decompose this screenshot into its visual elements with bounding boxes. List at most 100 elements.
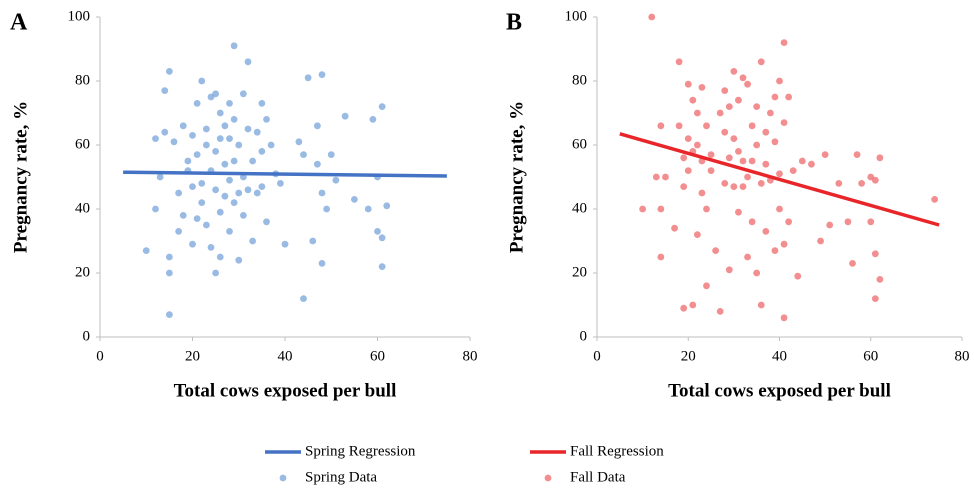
data-point [876, 276, 884, 283]
data-point [184, 157, 192, 165]
x-axis-title: Total cows exposed per bull [668, 380, 891, 401]
data-point [258, 100, 266, 107]
data-point [762, 128, 770, 136]
data-point [198, 77, 206, 85]
data-point [808, 160, 815, 168]
data-point [165, 311, 173, 318]
data-point [244, 186, 252, 194]
data-point [725, 154, 733, 162]
data-point [675, 122, 683, 130]
x-tick-label: 60 [863, 348, 878, 364]
data-point [730, 135, 738, 143]
data-point [230, 199, 238, 207]
regression-line [619, 132, 940, 227]
data-point [798, 157, 806, 165]
data-point [716, 308, 724, 315]
data-point [212, 148, 220, 155]
y-tick-label: 0 [83, 328, 91, 344]
data-point [853, 151, 861, 159]
data-point [744, 80, 751, 88]
panel-label: B [506, 10, 522, 36]
data-point [152, 205, 159, 213]
data-point [703, 205, 710, 213]
data-point [757, 180, 765, 187]
data-point [707, 151, 715, 159]
data-point [235, 256, 243, 264]
data-point [657, 122, 665, 130]
data-point [703, 122, 710, 130]
data-point [739, 157, 747, 165]
data-point [258, 183, 266, 191]
data-point [785, 93, 793, 101]
data-point [762, 228, 770, 235]
data-point [304, 74, 312, 82]
data-point [739, 74, 747, 82]
data-point [281, 240, 289, 248]
data-point [327, 151, 335, 159]
data-point [175, 228, 183, 235]
data-point [221, 122, 229, 130]
data-point [844, 218, 852, 226]
data-point [693, 231, 701, 239]
data-point [826, 221, 834, 229]
data-point [789, 167, 797, 175]
data-point [757, 301, 765, 309]
data-point [766, 109, 774, 117]
data-point [771, 247, 779, 255]
x-axis-title: Total cows exposed per bull [174, 380, 397, 401]
data-point [207, 244, 215, 251]
data-point [226, 228, 233, 235]
data-point [313, 160, 321, 168]
data-point [657, 205, 665, 213]
x-tick-label: 40 [772, 348, 787, 364]
data-point [295, 138, 303, 146]
data-point [680, 183, 688, 191]
data-point [341, 112, 349, 120]
data-point [725, 103, 733, 110]
x-tick-label: 0 [96, 348, 104, 364]
data-point [675, 58, 683, 66]
data-point [689, 301, 697, 309]
data-point [785, 218, 793, 226]
data-point [739, 183, 747, 191]
data-point [193, 151, 201, 159]
legend-label: Fall Regression [570, 443, 664, 459]
data-point [212, 186, 220, 194]
data-point [794, 272, 802, 280]
data-point [735, 148, 742, 155]
data-point [161, 87, 169, 94]
data-point [867, 218, 875, 226]
data-point [318, 189, 326, 197]
data-point [212, 90, 220, 98]
data-point [161, 128, 169, 136]
data-point [684, 80, 692, 88]
data-point [730, 183, 738, 191]
data-point [662, 173, 669, 181]
legend-marker [279, 474, 287, 482]
data-point [721, 180, 729, 187]
data-point [212, 269, 220, 277]
data-point [244, 58, 252, 66]
data-point [707, 167, 715, 175]
data-point [748, 218, 756, 226]
data-point [383, 202, 391, 210]
data-point [170, 138, 178, 146]
y-tick-label: 20 [75, 264, 90, 280]
data-point [216, 135, 224, 143]
data-point [858, 180, 866, 187]
data-point [253, 128, 261, 136]
data-point [300, 151, 307, 159]
data-point [309, 237, 317, 245]
data-point [226, 135, 233, 143]
y-tick-label: 80 [75, 72, 90, 88]
data-point [725, 266, 733, 274]
data-point [202, 221, 210, 229]
data-point [703, 282, 710, 290]
data-point [753, 141, 761, 149]
data-point [332, 176, 340, 184]
data-point [313, 122, 321, 130]
data-point [258, 148, 266, 155]
data-point [698, 189, 706, 197]
data-point [721, 87, 729, 94]
